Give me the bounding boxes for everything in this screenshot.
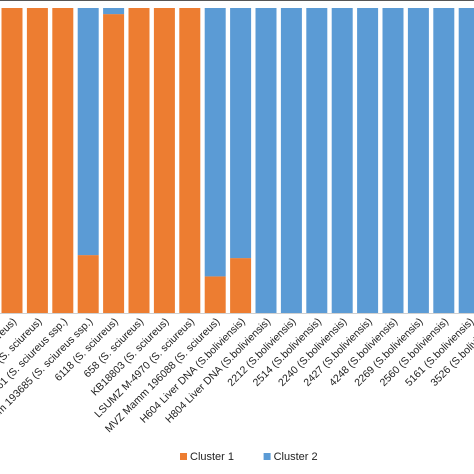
bar-segment-1-9 xyxy=(204,276,226,313)
bar-segment-1-3 xyxy=(52,8,74,313)
bar-segment-2-9 xyxy=(204,8,226,277)
bar-segment-1-7 xyxy=(153,8,175,313)
bar-segment-1-4 xyxy=(77,255,99,314)
bar-segment-2-14 xyxy=(331,8,353,313)
legend-label-2: Cluster 2 xyxy=(274,451,318,463)
bar-segment-1-10 xyxy=(230,258,252,313)
bar-segment-2-11 xyxy=(255,8,277,313)
bar-segment-2-5 xyxy=(103,8,125,15)
bar-segment-2-13 xyxy=(306,8,328,313)
bar-segment-1-8 xyxy=(179,8,201,313)
bar-segment-2-17 xyxy=(407,8,429,313)
bar-segment-1-6 xyxy=(128,8,150,313)
bar-segment-1-2 xyxy=(26,8,48,313)
bars-group xyxy=(1,8,474,314)
bar-segment-2-12 xyxy=(280,8,302,313)
legend-swatch-1 xyxy=(180,453,187,460)
bar-segment-2-16 xyxy=(382,8,404,313)
bar-segment-2-4 xyxy=(77,8,99,256)
legend-label-1: Cluster 1 xyxy=(190,451,234,463)
bar-segment-2-15 xyxy=(357,8,379,313)
bar-segment-2-18 xyxy=(433,8,455,313)
bar-segment-1-1 xyxy=(1,8,23,313)
bar-segment-2-19 xyxy=(458,8,474,313)
legend-swatch-2 xyxy=(263,453,271,460)
bar-segment-1-5 xyxy=(103,14,125,313)
legend: Cluster 1 Cluster 2 xyxy=(180,451,318,463)
bar-segment-2-10 xyxy=(230,8,252,259)
x-tick-labels: (S. sciureus)5340 (S. sciureus)193661 (S… xyxy=(0,316,474,435)
